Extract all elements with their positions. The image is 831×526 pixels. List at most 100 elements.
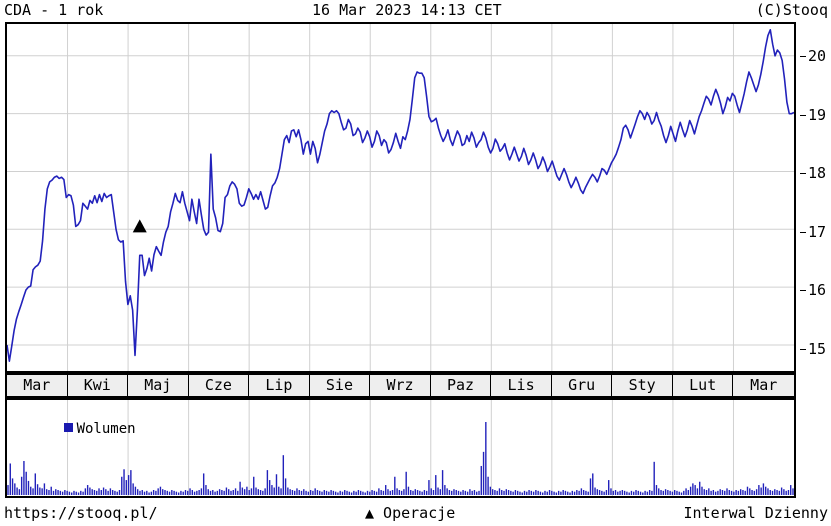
month-label-wrz[interactable]: Wrz — [370, 375, 431, 396]
x-axis-month-band[interactable]: Mar Kwi Maj Cze Lip Sie Wrz Paz Lis Gru Sty Lut Mar — [5, 373, 796, 398]
month-label-lip[interactable]: Lip — [249, 375, 310, 396]
volume-bar — [539, 491, 542, 495]
volume-bar — [241, 487, 244, 495]
volume-bar — [337, 492, 339, 495]
volume-bar — [16, 487, 18, 495]
stooq-url-link[interactable]: https://stooq.pl/ — [4, 504, 158, 522]
volume-bar — [603, 491, 605, 495]
volume-bar — [635, 490, 637, 495]
y-axis-tick — [800, 348, 806, 350]
volume-bar — [651, 490, 653, 495]
price-chart-panel[interactable] — [5, 22, 796, 373]
volume-bar — [91, 489, 93, 495]
volume-bar — [27, 480, 30, 495]
volume-bar — [673, 490, 676, 495]
y-axis-tick-label: 19 — [808, 105, 827, 124]
volume-bar — [146, 490, 148, 495]
volume-bar — [712, 490, 715, 495]
volume-bar — [407, 486, 410, 495]
volume-bar — [660, 490, 662, 495]
volume-chart-panel[interactable]: Wolumen — [5, 398, 796, 498]
volume-bar — [348, 491, 350, 495]
volume-bar — [608, 480, 610, 495]
month-label-gru[interactable]: Gru — [552, 375, 613, 396]
volume-bar — [751, 490, 753, 495]
month-label-kwi[interactable]: Kwi — [68, 375, 129, 396]
month-label-paz[interactable]: Paz — [431, 375, 492, 396]
volume-bar — [289, 489, 291, 495]
volume-legend-swatch-icon — [63, 423, 73, 432]
volume-bar — [228, 489, 230, 495]
volume-bar — [580, 488, 583, 495]
y-axis-tick — [800, 231, 806, 233]
volume-bar — [503, 490, 505, 495]
volume-bar — [678, 491, 680, 495]
volume-bar — [596, 489, 599, 495]
volume-bar — [18, 489, 21, 495]
volume-bar — [687, 490, 690, 495]
volume-bar — [414, 489, 416, 495]
month-label-lut[interactable]: Lut — [673, 375, 734, 396]
volume-bar — [187, 490, 189, 495]
volume-bar — [617, 491, 619, 495]
volume-bar — [485, 422, 487, 495]
volume-bar — [619, 490, 621, 495]
volume-bar — [118, 490, 121, 495]
volume-bar — [562, 490, 564, 495]
month-label-lis[interactable]: Lis — [491, 375, 552, 396]
volume-bar — [82, 491, 84, 495]
volume-bar — [125, 480, 128, 495]
volume-bar — [255, 487, 257, 495]
volume-bar — [435, 475, 437, 495]
volume-bar — [489, 486, 492, 495]
volume-bar — [783, 489, 785, 495]
volume-bar — [137, 489, 139, 495]
volume-bar — [71, 492, 73, 495]
volume-bar — [455, 490, 457, 495]
volume-bar — [102, 487, 105, 495]
volume-bar — [623, 490, 626, 495]
volume-bar — [601, 490, 603, 495]
volume-bar — [171, 490, 173, 495]
month-label-sie[interactable]: Sie — [310, 375, 371, 396]
volume-bar — [312, 490, 314, 495]
operation-marker-triangle-icon[interactable] — [132, 219, 147, 233]
volume-bar — [341, 491, 344, 495]
volume-bar — [528, 490, 530, 495]
volume-bar — [271, 485, 273, 495]
month-label-mar[interactable]: Mar — [750, 376, 778, 394]
volume-bar — [109, 488, 112, 495]
volume-bar — [248, 490, 250, 495]
volume-bar — [551, 490, 553, 495]
volume-bar — [250, 488, 253, 495]
month-label-sty[interactable]: Sty — [612, 375, 673, 396]
volume-bar — [730, 490, 733, 495]
volume-bar — [355, 491, 357, 495]
volume-bar — [93, 490, 96, 495]
month-label-mar[interactable]: Mar — [7, 375, 68, 396]
price-plot-area[interactable] — [7, 24, 794, 371]
volume-bar — [571, 490, 573, 495]
volume-bar — [451, 490, 453, 495]
volume-bar — [191, 490, 193, 495]
volume-bar — [148, 492, 150, 495]
volume-bar — [430, 488, 432, 495]
volume-bar — [633, 491, 635, 495]
month-label-cze[interactable]: Cze — [189, 375, 250, 396]
volume-bar — [100, 490, 102, 495]
volume-bar — [519, 491, 521, 495]
volume-bar — [776, 490, 778, 495]
volume-bar — [132, 483, 134, 495]
volume-bar — [303, 489, 305, 495]
volume-bar — [521, 492, 523, 495]
volume-bar — [319, 490, 321, 495]
volume-bar — [491, 489, 494, 495]
volume-bar — [364, 492, 366, 495]
volume-plot-area[interactable] — [7, 400, 794, 496]
volume-bar — [123, 469, 125, 495]
volume-bar — [159, 486, 162, 495]
month-label-maj[interactable]: Maj — [128, 375, 189, 396]
volume-bar — [366, 490, 369, 495]
volume-bar — [107, 490, 109, 495]
volume-bar — [84, 488, 87, 495]
